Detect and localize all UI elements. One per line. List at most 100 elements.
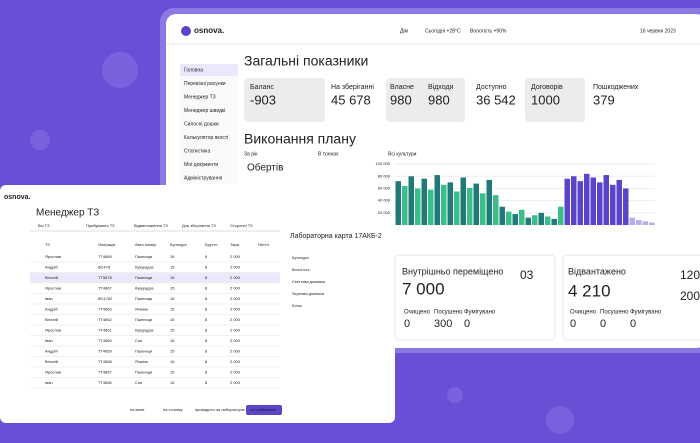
filter[interactable]: Всі культури <box>388 151 417 157</box>
header-item: Сьогодні +28°C <box>425 28 461 34</box>
cell: Кукурудза <box>135 328 154 333</box>
cell: Віталій <box>45 359 58 364</box>
stat-label: Очищено <box>404 310 431 316</box>
cell: Пшениця <box>135 349 152 354</box>
button[interactable]: на приймання <box>250 407 276 412</box>
cell: 8 <box>205 254 208 259</box>
column-header: Брутто <box>205 242 218 247</box>
cell: 16 <box>170 317 175 322</box>
filter[interactable]: В тоннах <box>318 151 339 157</box>
row-selected <box>30 273 280 283</box>
bar <box>629 217 635 225</box>
bar <box>512 214 518 225</box>
kpi-value: -903 <box>250 92 276 107</box>
sidebar-item[interactable]: Мої документи <box>184 162 218 168</box>
bar <box>486 179 492 225</box>
logo: osnova. <box>194 26 224 35</box>
cell: Ярослав <box>45 286 61 291</box>
stat-label: Посушено <box>434 310 463 316</box>
column-header: Культура <box>170 242 187 247</box>
y-tick-label: 60 000 <box>378 186 391 191</box>
column-header: Нетто <box>258 242 270 247</box>
stat-label: Фумігувано <box>630 310 662 316</box>
cell: Ярослав <box>45 328 61 333</box>
cell: 15 <box>170 370 175 375</box>
kpi-value: 45 678 <box>331 92 371 107</box>
stat-label: Очищено <box>570 310 597 316</box>
cell: Іван <box>45 296 53 301</box>
cell: Пшениця <box>135 275 152 280</box>
cell: 15 <box>170 328 175 333</box>
cell: 8 <box>205 307 208 312</box>
cell: 16 <box>170 359 175 364</box>
tab[interactable]: Всі ТЗ <box>38 223 50 228</box>
logo-icon <box>181 26 191 36</box>
sidebar-item[interactable]: Калькулятор якості <box>184 135 228 141</box>
cell: 2 000 <box>230 265 241 270</box>
sidebar-item[interactable]: Адміністрування <box>184 175 223 181</box>
kpi-label: На зберіганні <box>331 83 374 91</box>
cell: 8 <box>205 359 208 364</box>
sidebar-item[interactable]: Силосні дошки <box>184 121 219 127</box>
bar <box>532 215 538 225</box>
bar <box>564 178 570 225</box>
cell: 2 000 <box>230 349 241 354</box>
button-primary[interactable] <box>246 405 282 415</box>
button[interactable]: на стоянку <box>163 407 183 412</box>
kpi-label: Відходи <box>428 83 454 91</box>
cell: 2 000 <box>230 359 241 364</box>
cell: ТТ4860 <box>98 338 113 343</box>
stat-value: 0 <box>600 318 606 330</box>
bar <box>499 206 505 225</box>
bar <box>571 176 577 225</box>
sidebar-item[interactable]: Перевізні рахунки <box>184 81 226 87</box>
bar <box>584 173 590 225</box>
sidebar-item[interactable]: Головна <box>184 67 203 73</box>
turnover: Обертів <box>247 162 283 174</box>
lab-line: Білок <box>292 303 302 308</box>
kpi-label: Власне <box>390 84 414 91</box>
button[interactable]: провадити на лабораторію <box>195 407 245 412</box>
filter[interactable]: За рік <box>244 151 258 157</box>
cell: Пшениця <box>135 296 152 301</box>
decor <box>30 130 50 150</box>
bar <box>577 181 583 225</box>
sidebar-item[interactable]: Менеджер ТЗ <box>184 94 216 100</box>
bar <box>441 184 447 225</box>
cell: 8 <box>205 328 208 333</box>
cell: Пшениця <box>135 254 152 259</box>
sidebar-item[interactable]: Статистика <box>184 148 210 154</box>
tab[interactable]: Прибувають ТЗ <box>86 223 115 228</box>
y-tick-label: 100 000 <box>376 161 391 166</box>
bar <box>649 222 655 225</box>
bar <box>428 189 434 225</box>
cell: 2 000 <box>230 338 241 343</box>
lab-line: Вологість <box>292 267 310 272</box>
stat-value: 0 <box>630 318 636 330</box>
sidebar-item[interactable]: Менеджер швидкі <box>184 108 225 114</box>
cell: ТТ4858 <box>98 359 113 364</box>
cell: Віталій <box>45 275 58 280</box>
page-title: Загальні показники <box>244 53 368 69</box>
bar <box>558 206 564 225</box>
cell: 8 <box>205 265 208 270</box>
cell: ВС478 <box>98 265 111 270</box>
stat-value: 300 <box>434 318 452 330</box>
cell: 2 000 <box>230 317 241 322</box>
cell: Кукурудза <box>135 265 154 270</box>
cell: 2 000 <box>230 254 241 259</box>
cell: 16 <box>170 275 175 280</box>
cell: 8 <box>205 275 208 280</box>
cell: 2 000 <box>230 328 241 333</box>
tab[interactable]: Сторонні ТЗ <box>230 223 253 228</box>
column-header: Авто номер <box>135 242 157 247</box>
bar <box>519 209 525 225</box>
kpi-value: 1000 <box>531 92 560 107</box>
tab[interactable]: Для зберігання ТЗ <box>182 223 216 228</box>
tab[interactable]: Відвантаження ТЗ <box>134 223 168 228</box>
cell: Іван <box>45 338 53 343</box>
sidebar <box>180 64 238 184</box>
button[interactable]: на вагів <box>130 407 144 412</box>
header-item: 16 червня 2023 <box>640 28 676 34</box>
